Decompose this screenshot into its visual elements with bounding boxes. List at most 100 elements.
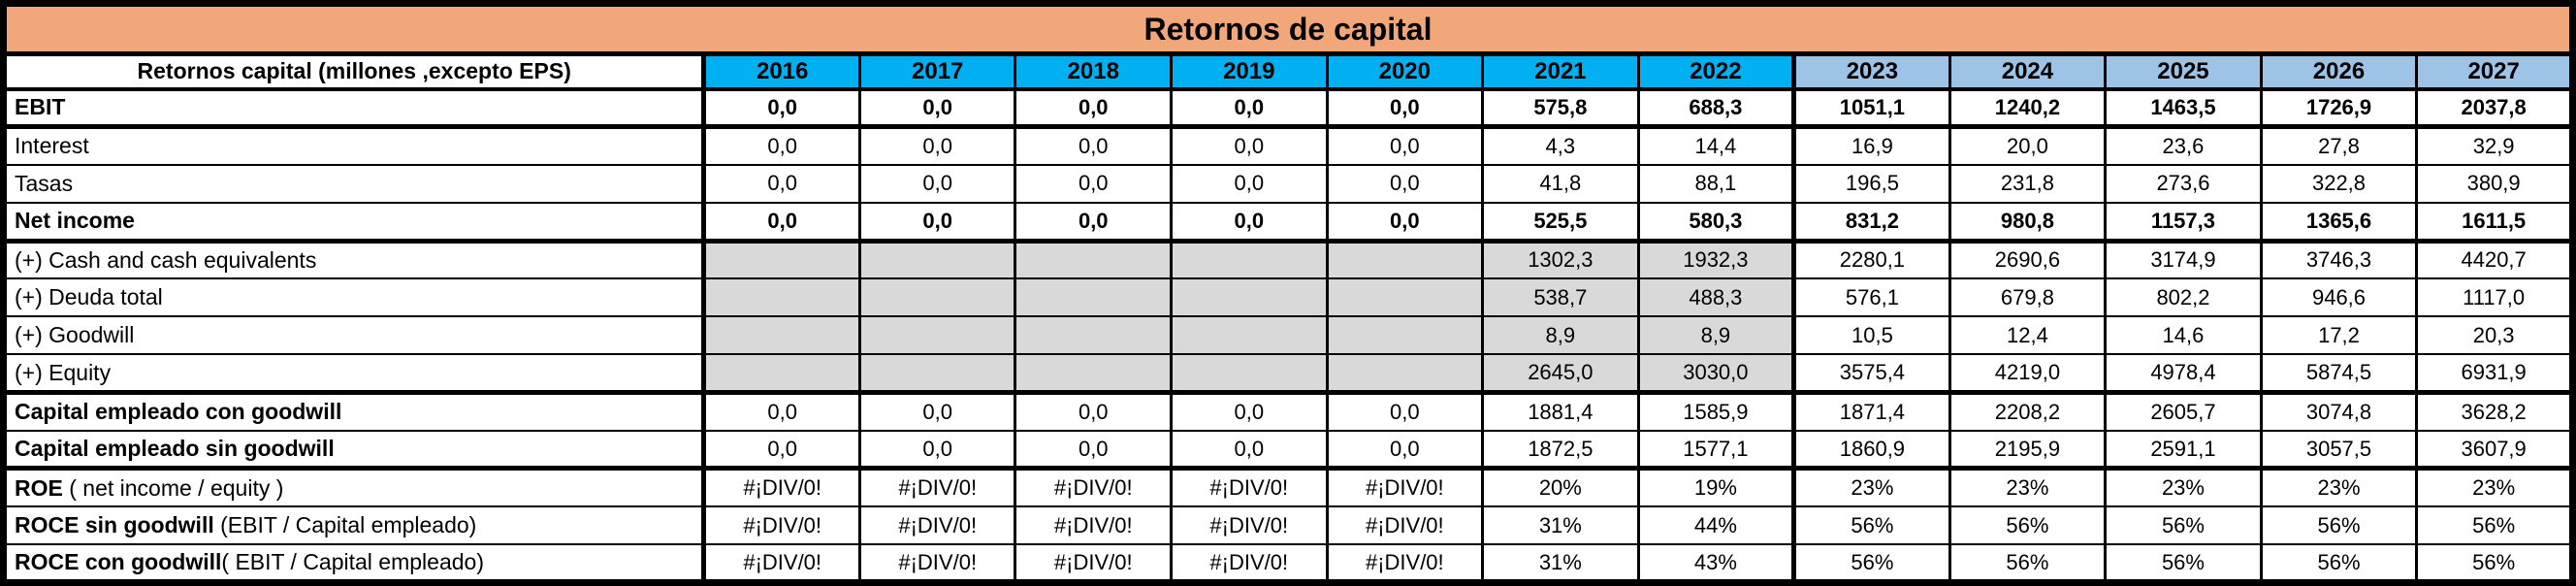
cell[interactable]: 41,8: [1481, 163, 1640, 204]
year-header-2017[interactable]: 2017: [857, 52, 1017, 91]
cell[interactable]: 1611,5: [2415, 201, 2574, 244]
cell[interactable]: 31%: [1481, 543, 1640, 586]
cell[interactable]: 273,6: [2104, 163, 2263, 204]
cell[interactable]: 8,9: [1481, 315, 1640, 356]
cell[interactable]: 0,0: [1014, 125, 1174, 166]
row-label[interactable]: (+) Goodwill: [1, 315, 707, 356]
year-header-2027[interactable]: 2027: [2415, 52, 2574, 91]
cell[interactable]: 0,0: [1170, 429, 1329, 472]
row-label[interactable]: Capital empleado sin goodwill: [1, 429, 707, 472]
cell[interactable]: #¡DIV/0!: [702, 505, 861, 546]
cell[interactable]: #¡DIV/0!: [1170, 467, 1329, 508]
cell[interactable]: 0,0: [857, 87, 1017, 130]
cell[interactable]: 4219,0: [1948, 353, 2108, 396]
cell[interactable]: 12,4: [1948, 315, 2108, 356]
cell[interactable]: 4,3: [1481, 125, 1640, 166]
cell[interactable]: 23%: [2259, 467, 2419, 508]
cell[interactable]: 23,6: [2104, 125, 2263, 166]
cell[interactable]: #¡DIV/0!: [1014, 467, 1174, 508]
cell[interactable]: 17,2: [2259, 315, 2419, 356]
cell[interactable]: 0,0: [702, 125, 861, 166]
cell[interactable]: [1325, 353, 1485, 396]
cell[interactable]: 0,0: [1014, 163, 1174, 204]
year-header-2021[interactable]: 2021: [1481, 52, 1640, 91]
cell[interactable]: 8,9: [1636, 315, 1797, 356]
cell[interactable]: 1871,4: [1792, 391, 1951, 432]
cell[interactable]: 0,0: [857, 201, 1017, 244]
cell[interactable]: 14,4: [1636, 125, 1797, 166]
cell[interactable]: [1014, 315, 1174, 356]
cell[interactable]: [857, 277, 1017, 318]
cell[interactable]: 2195,9: [1948, 429, 2108, 472]
cell[interactable]: 0,0: [1014, 201, 1174, 244]
cell[interactable]: 1240,2: [1948, 87, 2108, 130]
cell[interactable]: 525,5: [1481, 201, 1640, 244]
row-label[interactable]: Tasas: [1, 163, 707, 204]
cell[interactable]: 56%: [1948, 543, 2108, 586]
cell[interactable]: 88,1: [1636, 163, 1797, 204]
year-header-2019[interactable]: 2019: [1170, 52, 1329, 91]
cell[interactable]: [1325, 240, 1485, 280]
row-label[interactable]: Capital empleado con goodwill: [1, 391, 707, 432]
cell[interactable]: #¡DIV/0!: [1325, 543, 1485, 586]
cell[interactable]: 0,0: [702, 201, 861, 244]
cell[interactable]: 2037,8: [2415, 87, 2574, 130]
row-label[interactable]: Net income: [1, 201, 707, 244]
cell[interactable]: 688,3: [1636, 87, 1797, 130]
cell[interactable]: 576,1: [1792, 277, 1951, 318]
cell[interactable]: 831,2: [1792, 201, 1951, 244]
cell[interactable]: #¡DIV/0!: [702, 467, 861, 508]
cell[interactable]: 10,5: [1792, 315, 1951, 356]
year-header-2026[interactable]: 2026: [2259, 52, 2419, 91]
cell[interactable]: 23%: [1792, 467, 1951, 508]
cell[interactable]: 1051,1: [1792, 87, 1951, 130]
cell[interactable]: 4978,4: [2104, 353, 2263, 396]
cell[interactable]: 0,0: [1170, 125, 1329, 166]
cell[interactable]: 27,8: [2259, 125, 2419, 166]
cell[interactable]: 488,3: [1636, 277, 1797, 318]
cell[interactable]: [1325, 315, 1485, 356]
cell[interactable]: 23%: [2415, 467, 2574, 508]
cell[interactable]: 1117,0: [2415, 277, 2574, 318]
cell[interactable]: 0,0: [702, 429, 861, 472]
cell[interactable]: 14,6: [2104, 315, 2263, 356]
cell[interactable]: 0,0: [1014, 429, 1174, 472]
cell[interactable]: 946,6: [2259, 277, 2419, 318]
cell[interactable]: 0,0: [702, 163, 861, 204]
cell[interactable]: 679,8: [1948, 277, 2108, 318]
cell[interactable]: 980,8: [1948, 201, 2108, 244]
cell[interactable]: 1932,3: [1636, 240, 1797, 280]
cell[interactable]: 3174,9: [2104, 240, 2263, 280]
cell[interactable]: 196,5: [1792, 163, 1951, 204]
row-label[interactable]: ROE ( net income / equity ): [1, 467, 707, 508]
cell[interactable]: 3746,3: [2259, 240, 2419, 280]
cell[interactable]: 1872,5: [1481, 429, 1640, 472]
cell[interactable]: 1860,9: [1792, 429, 1951, 472]
cell[interactable]: [1014, 277, 1174, 318]
cell[interactable]: 56%: [2104, 505, 2263, 546]
cell[interactable]: 2645,0: [1481, 353, 1640, 396]
cell[interactable]: 43%: [1636, 543, 1797, 586]
cell[interactable]: [1014, 353, 1174, 396]
cell[interactable]: 2690,6: [1948, 240, 2108, 280]
cell[interactable]: 1585,9: [1636, 391, 1797, 432]
cell[interactable]: [857, 315, 1017, 356]
cell[interactable]: 0,0: [1014, 391, 1174, 432]
cell[interactable]: 32,9: [2415, 125, 2574, 166]
cell[interactable]: #¡DIV/0!: [857, 543, 1017, 586]
cell[interactable]: 0,0: [1170, 163, 1329, 204]
cell[interactable]: #¡DIV/0!: [1325, 467, 1485, 508]
year-header-2016[interactable]: 2016: [702, 52, 861, 91]
cell[interactable]: 538,7: [1481, 277, 1640, 318]
cell[interactable]: 0,0: [702, 391, 861, 432]
cell[interactable]: 0,0: [857, 429, 1017, 472]
row-label[interactable]: ROCE sin goodwill (EBIT / Capital emplea…: [1, 505, 707, 546]
cell[interactable]: 56%: [1792, 505, 1951, 546]
cell[interactable]: [702, 353, 861, 396]
cell[interactable]: 31%: [1481, 505, 1640, 546]
cell[interactable]: 56%: [2259, 543, 2419, 586]
year-header-2020[interactable]: 2020: [1325, 52, 1485, 91]
cell[interactable]: 3628,2: [2415, 391, 2574, 432]
cell[interactable]: 0,0: [702, 87, 861, 130]
year-header-2025[interactable]: 2025: [2104, 52, 2263, 91]
